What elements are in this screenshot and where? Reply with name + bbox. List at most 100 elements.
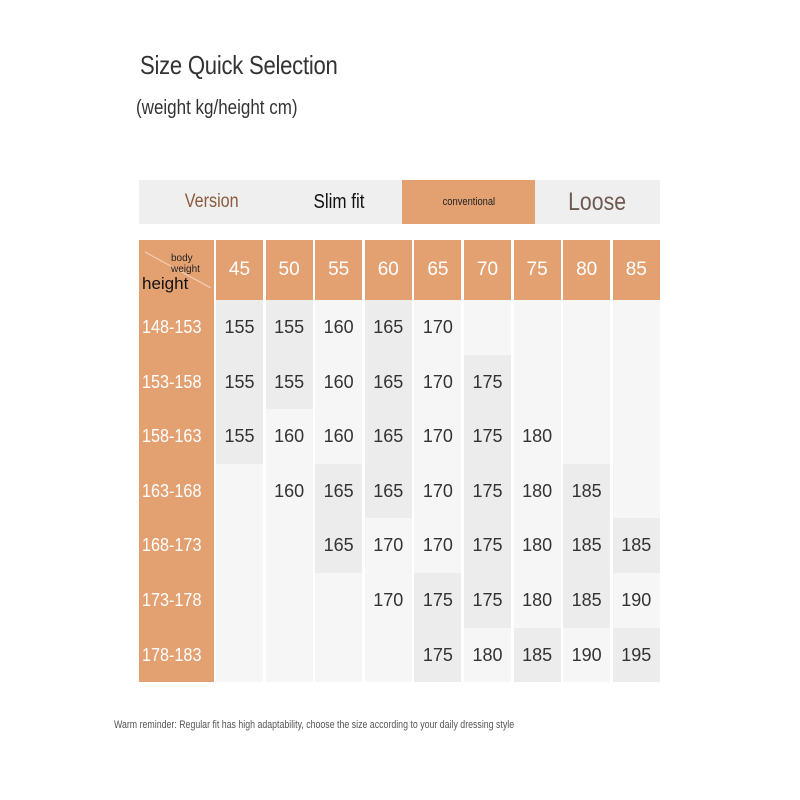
page-subtitle: (weight kg/height cm) bbox=[136, 97, 298, 119]
size-cell bbox=[216, 627, 263, 683]
size-cell bbox=[364, 627, 412, 683]
size-cell bbox=[612, 409, 660, 464]
size-cell: 170 bbox=[364, 573, 412, 628]
size-cell bbox=[464, 300, 511, 355]
weight-header: 50 bbox=[265, 240, 313, 300]
weight-column: 45 155 155 155 bbox=[216, 240, 263, 683]
size-cell: 170 bbox=[414, 409, 462, 464]
size-cell bbox=[216, 518, 263, 573]
warm-reminder: Warm reminder: Regular fit has high adap… bbox=[114, 719, 515, 731]
size-cell bbox=[265, 627, 313, 683]
weight-column: 70 175 175 175 175 175 180 bbox=[464, 240, 511, 683]
weight-column: 80 185 185 185 190 bbox=[563, 240, 611, 683]
size-cell bbox=[315, 627, 363, 683]
size-cell: 170 bbox=[414, 518, 462, 573]
height-label: 178-183 bbox=[142, 644, 202, 665]
size-cell: 175 bbox=[414, 573, 462, 628]
size-cell: 155 bbox=[265, 300, 313, 355]
size-table: body weight height 148-153 153-158 158-163… bbox=[139, 240, 660, 683]
size-cell: 165 bbox=[364, 409, 412, 464]
size-cell: 160 bbox=[265, 409, 313, 464]
weight-column: 65 170 170 170 170 170 175 175 bbox=[414, 240, 462, 683]
size-cell: 185 bbox=[513, 627, 561, 683]
size-cell: 165 bbox=[315, 518, 363, 573]
size-cell: 175 bbox=[414, 627, 462, 683]
size-cell bbox=[612, 300, 660, 355]
size-cell: 185 bbox=[563, 573, 611, 628]
weight-header: 70 bbox=[464, 240, 511, 300]
size-cell: 170 bbox=[414, 463, 462, 519]
weight-header: 55 bbox=[315, 240, 363, 300]
size-cell: 175 bbox=[464, 463, 511, 519]
weight-header: 60 bbox=[364, 240, 412, 300]
size-cell: 190 bbox=[563, 627, 611, 683]
height-label: 163-168 bbox=[142, 480, 202, 501]
size-cell: 185 bbox=[612, 518, 660, 573]
height-column: 148-153 153-158 158-163 163-168 168-173 173-1… bbox=[139, 300, 214, 682]
size-cell: 175 bbox=[464, 354, 511, 410]
size-cell bbox=[563, 300, 611, 355]
corner-weight-label: body weight bbox=[171, 253, 200, 275]
weight-column: 50 155 155 160 160 bbox=[265, 240, 313, 683]
height-label: 153-158 bbox=[142, 371, 202, 392]
size-cell: 160 bbox=[315, 409, 363, 464]
size-cell bbox=[265, 518, 313, 573]
size-cell bbox=[315, 573, 363, 628]
size-cell: 170 bbox=[364, 518, 412, 573]
loose-option: Loose bbox=[568, 187, 627, 216]
size-cell: 185 bbox=[563, 518, 611, 573]
weight-column: 55 160 160 160 165 165 bbox=[315, 240, 363, 683]
table-corner: body weight height bbox=[139, 240, 214, 300]
size-cell: 180 bbox=[513, 409, 561, 464]
corner-height-label: height bbox=[142, 274, 189, 293]
size-cell: 180 bbox=[513, 463, 561, 519]
size-cell: 165 bbox=[364, 354, 412, 410]
size-cell bbox=[513, 300, 561, 355]
size-cell bbox=[216, 573, 263, 628]
size-cell: 160 bbox=[315, 300, 363, 355]
size-cell: 170 bbox=[414, 300, 462, 355]
size-cell: 170 bbox=[414, 354, 462, 410]
size-cell: 175 bbox=[464, 518, 511, 573]
size-cell bbox=[513, 354, 561, 410]
height-label: 173-178 bbox=[142, 590, 202, 610]
size-cell: 165 bbox=[315, 463, 363, 519]
size-cell: 195 bbox=[612, 627, 660, 683]
size-cell: 165 bbox=[364, 463, 412, 519]
size-cell: 160 bbox=[265, 463, 313, 519]
height-label: 158-163 bbox=[142, 426, 202, 447]
conventional-option: conventional bbox=[402, 180, 535, 224]
weight-header: 45 bbox=[216, 240, 263, 300]
size-cell: 165 bbox=[364, 300, 412, 355]
weight-column: 75 180 180 180 180 185 bbox=[513, 240, 561, 683]
size-cell: 185 bbox=[563, 463, 611, 519]
size-cell: 180 bbox=[513, 573, 561, 628]
size-cell bbox=[563, 409, 611, 464]
weight-header: 80 bbox=[563, 240, 611, 300]
diagonal-divider bbox=[144, 251, 212, 289]
size-cell: 180 bbox=[464, 627, 511, 683]
height-label: 148-153 bbox=[142, 317, 202, 337]
page-title: Size Quick Selection bbox=[140, 50, 338, 80]
size-cell: 175 bbox=[464, 409, 511, 464]
size-cell bbox=[612, 354, 660, 410]
size-cell bbox=[563, 354, 611, 410]
size-cell: 180 bbox=[513, 518, 561, 573]
weight-header: 65 bbox=[414, 240, 462, 300]
size-cell bbox=[265, 573, 313, 628]
size-cell: 155 bbox=[216, 300, 263, 355]
slim-fit-option: Slim fit bbox=[313, 190, 365, 213]
weight-header: 85 bbox=[612, 240, 660, 300]
size-cell bbox=[612, 463, 660, 519]
version-label: Version bbox=[184, 191, 239, 212]
weight-header: 75 bbox=[513, 240, 561, 300]
weight-column: 60 165 165 165 165 170 170 bbox=[364, 240, 412, 683]
version-bar: Version Slim fit conventional Loose bbox=[139, 180, 660, 224]
size-cell: 175 bbox=[464, 573, 511, 628]
size-cell: 160 bbox=[315, 354, 363, 410]
size-cell: 155 bbox=[216, 354, 263, 410]
size-cell: 155 bbox=[265, 354, 313, 410]
weight-column: 85 185 190 195 bbox=[612, 240, 660, 683]
size-cell bbox=[216, 463, 263, 519]
size-cell: 155 bbox=[216, 409, 263, 464]
